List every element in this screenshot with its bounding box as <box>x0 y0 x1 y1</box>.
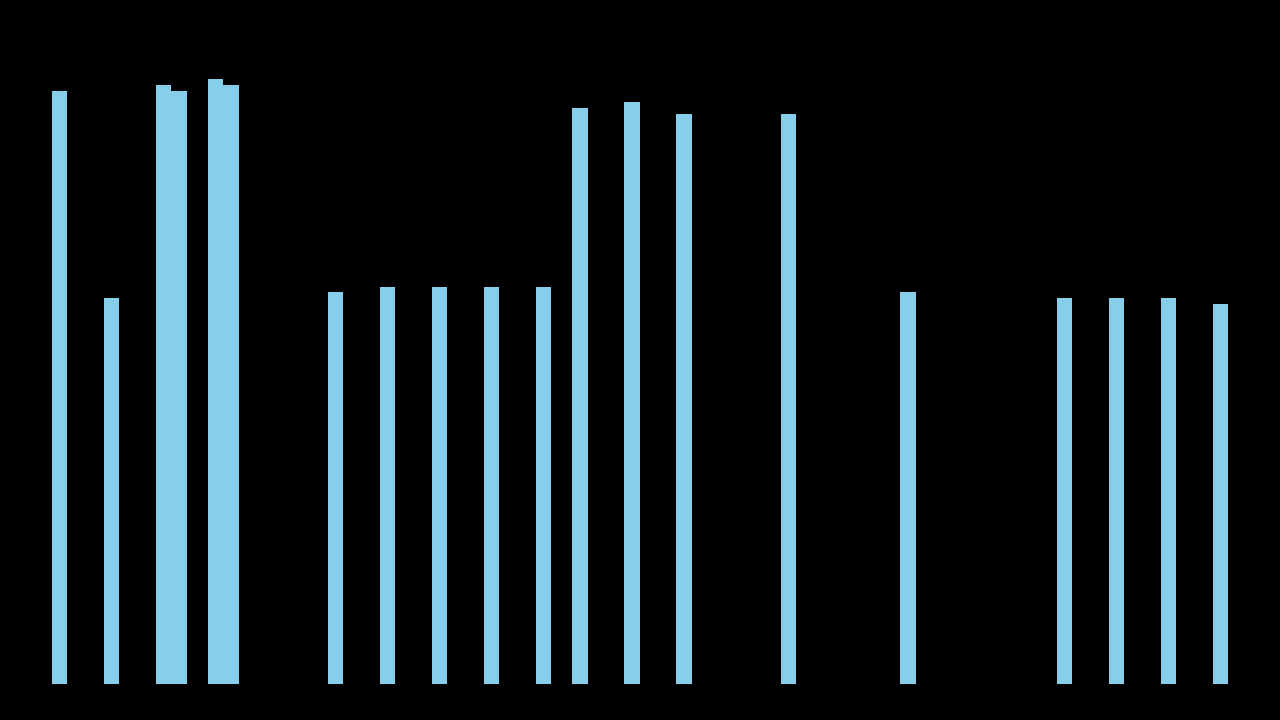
Bar <box>380 287 396 684</box>
Bar <box>224 85 239 684</box>
Bar <box>172 91 187 684</box>
Bar <box>156 85 172 684</box>
Bar <box>572 108 588 684</box>
Bar <box>484 287 499 684</box>
Bar <box>625 102 640 684</box>
Bar <box>1212 304 1229 684</box>
Bar <box>536 287 552 684</box>
Bar <box>431 287 447 684</box>
Bar <box>1161 298 1176 684</box>
Bar <box>51 91 68 684</box>
Bar <box>328 292 343 684</box>
Bar <box>900 292 916 684</box>
Bar <box>207 79 224 684</box>
Bar <box>1108 298 1124 684</box>
Bar <box>781 114 796 684</box>
Bar <box>1056 298 1073 684</box>
Bar <box>104 298 119 684</box>
Bar <box>676 114 692 684</box>
